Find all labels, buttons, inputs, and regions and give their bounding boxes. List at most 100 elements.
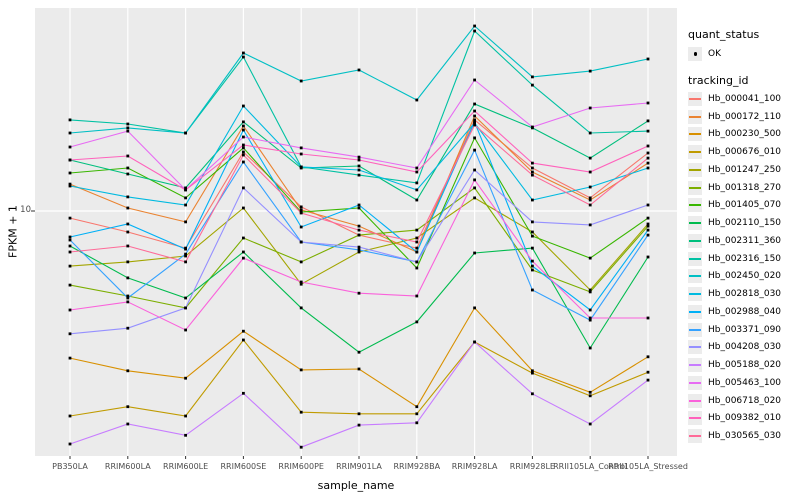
data-point [242, 206, 245, 210]
data-point [357, 423, 361, 427]
data-point [473, 136, 476, 140]
data-point [415, 421, 419, 425]
legend-item-label: OK [708, 48, 721, 59]
data-point [299, 208, 303, 212]
legend-item-Hb_001405_070: Hb_001405_070 [688, 197, 781, 215]
data-point [473, 186, 476, 190]
data-point [184, 328, 187, 332]
data-point [357, 168, 361, 172]
data-point [299, 225, 303, 229]
data-point [415, 181, 419, 185]
data-point [531, 75, 534, 79]
data-point [68, 238, 72, 242]
data-point [588, 316, 592, 320]
data-point [126, 422, 130, 426]
data-point [126, 122, 130, 126]
legend-item-Hb_001318_270: Hb_001318_270 [688, 179, 781, 197]
data-point [68, 264, 72, 268]
legend-item-Hb_000172_110: Hb_000172_110 [688, 108, 781, 126]
data-point [299, 306, 303, 310]
data-point [68, 184, 72, 188]
legend-item-Hb_002450_020: Hb_002450_020 [688, 268, 781, 286]
data-point [415, 188, 419, 192]
data-point [357, 224, 361, 228]
data-point [588, 318, 592, 322]
data-point [588, 131, 592, 135]
data-point [646, 370, 650, 374]
data-point [473, 109, 476, 113]
line-key-icon [688, 393, 702, 408]
data-point [646, 57, 650, 61]
data-point [415, 260, 419, 264]
data-point [68, 308, 72, 312]
legend-item-Hb_000676_010: Hb_000676_010 [688, 143, 781, 161]
data-point [357, 173, 361, 177]
data-point [646, 355, 650, 359]
data-point [646, 224, 650, 228]
legend-item-Hb_005463_100: Hb_005463_100 [688, 374, 781, 392]
legend-item-Hb_002110_150: Hb_002110_150 [688, 214, 781, 232]
data-point [646, 129, 650, 133]
line-key-icon [688, 358, 702, 373]
legend-item-Hb_006718_020: Hb_006718_020 [688, 392, 781, 410]
data-point [299, 79, 303, 83]
line-key-icon [688, 109, 702, 124]
data-point [68, 235, 72, 239]
data-point [415, 170, 419, 174]
data-point [299, 368, 303, 372]
data-point [646, 166, 650, 170]
data-point [184, 196, 187, 200]
data-point [68, 158, 72, 162]
data-point [242, 55, 245, 59]
data-point [588, 156, 592, 160]
data-point [646, 101, 650, 105]
data-point [588, 288, 592, 292]
data-point [357, 245, 361, 249]
data-point [126, 369, 130, 373]
data-point [588, 290, 592, 294]
legend-item-label: Hb_002110_150 [708, 218, 782, 229]
data-point [588, 198, 592, 202]
data-point [184, 252, 187, 256]
legend-item-label: Hb_004208_030 [708, 342, 782, 353]
data-point [473, 178, 476, 182]
legend-item-label: Hb_000676_010 [708, 147, 782, 158]
line-key-icon [688, 233, 702, 248]
data-point [242, 338, 245, 342]
data-point [184, 247, 187, 251]
data-point [184, 296, 187, 300]
data-point [646, 216, 650, 220]
data-point [415, 166, 419, 170]
data-point [473, 340, 476, 344]
line-key-icon [688, 145, 702, 160]
x-tick-label-RRIM901LA: RRIM901LA [336, 462, 382, 471]
data-point [357, 158, 361, 162]
x-tick-label-RRIM928LE: RRIM928LE [509, 462, 555, 471]
data-point [126, 154, 130, 158]
legend-item-Hb_002988_040: Hb_002988_040 [688, 303, 781, 321]
legend-item-label: Hb_000041_100 [708, 93, 782, 104]
data-point [415, 266, 419, 270]
data-point [357, 350, 361, 354]
data-point [242, 135, 245, 139]
legend-item-Hb_005188_020: Hb_005188_020 [688, 356, 781, 374]
line-key-icon [688, 340, 702, 355]
legend-item-Hb_002818_030: Hb_002818_030 [688, 285, 781, 303]
legend-item-label: Hb_000230_500 [708, 129, 782, 140]
data-point [68, 171, 72, 175]
data-point [242, 150, 245, 154]
data-point [473, 148, 476, 152]
data-point [184, 186, 187, 190]
line-key-icon [688, 287, 702, 302]
data-point [242, 391, 245, 395]
data-point [299, 152, 303, 156]
data-point [68, 356, 72, 360]
data-point [531, 161, 534, 165]
line-key-icon [688, 127, 702, 142]
legend-item-label: Hb_002450_020 [708, 271, 782, 282]
x-tick-label-RRIM600LE: RRIM600LE [163, 462, 209, 471]
data-point [126, 166, 130, 170]
data-point [126, 276, 130, 280]
